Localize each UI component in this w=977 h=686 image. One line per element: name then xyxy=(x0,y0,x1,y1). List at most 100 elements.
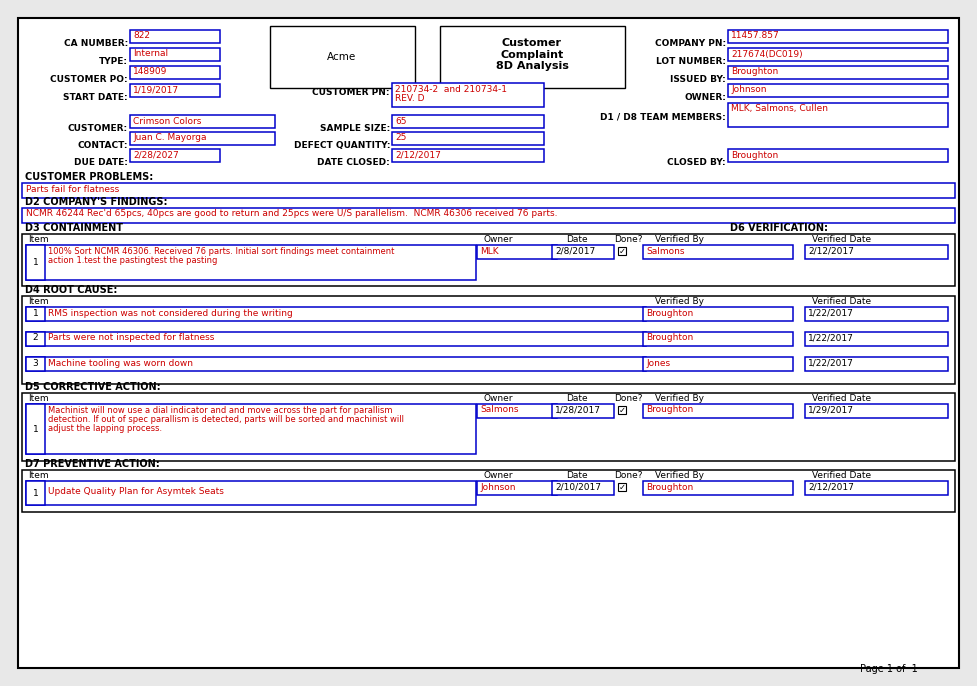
Bar xyxy=(26,481,45,505)
Bar xyxy=(643,404,793,418)
Bar xyxy=(26,357,646,371)
Text: Verified By: Verified By xyxy=(655,394,704,403)
Bar xyxy=(392,149,544,162)
Bar xyxy=(26,245,45,280)
Text: D6 VERIFICATION:: D6 VERIFICATION: xyxy=(730,223,828,233)
Text: 1: 1 xyxy=(32,309,38,318)
Text: 2/12/2017: 2/12/2017 xyxy=(808,246,854,255)
Bar xyxy=(22,208,955,223)
Text: 1: 1 xyxy=(32,258,38,267)
Text: adjust the lapping process.: adjust the lapping process. xyxy=(48,424,162,433)
Text: Juan C. Mayorga: Juan C. Mayorga xyxy=(133,134,206,143)
Text: COMPANY PN:: COMPANY PN: xyxy=(655,39,726,48)
Text: Item: Item xyxy=(28,471,49,480)
Text: D1 / D8 TEAM MEMBERS:: D1 / D8 TEAM MEMBERS: xyxy=(600,112,726,121)
Text: Item: Item xyxy=(28,394,49,403)
Text: 1/22/2017: 1/22/2017 xyxy=(808,309,854,318)
Text: 3: 3 xyxy=(32,359,38,368)
Bar xyxy=(805,245,948,259)
Bar xyxy=(392,83,544,107)
Text: 1/22/2017: 1/22/2017 xyxy=(808,359,854,368)
Bar xyxy=(130,115,275,128)
Text: 1: 1 xyxy=(32,489,38,498)
Bar xyxy=(26,332,45,346)
Text: Salmons: Salmons xyxy=(646,246,685,255)
Bar xyxy=(26,307,646,321)
Text: RMS inspection was not considered during the writing: RMS inspection was not considered during… xyxy=(48,309,293,318)
Bar xyxy=(26,481,476,505)
Text: CUSTOMER PROBLEMS:: CUSTOMER PROBLEMS: xyxy=(25,172,153,182)
Bar xyxy=(552,481,614,495)
Bar xyxy=(22,183,955,198)
Bar xyxy=(728,48,948,61)
Bar xyxy=(728,66,948,79)
Text: Broughton: Broughton xyxy=(646,405,694,414)
Text: START DATE:: START DATE: xyxy=(64,93,128,102)
Text: REV. D: REV. D xyxy=(395,94,424,103)
Bar xyxy=(26,404,45,454)
Text: D5 CORRECTIVE ACTION:: D5 CORRECTIVE ACTION: xyxy=(25,382,160,392)
Text: Broughton: Broughton xyxy=(731,150,779,160)
Bar xyxy=(22,393,955,461)
Bar xyxy=(477,245,557,259)
Text: 1/22/2017: 1/22/2017 xyxy=(808,333,854,342)
Text: 1/28/2017: 1/28/2017 xyxy=(555,405,601,414)
Text: Broughton: Broughton xyxy=(646,309,694,318)
Bar xyxy=(728,30,948,43)
Text: action 1.test the pastingtest the pasting: action 1.test the pastingtest the pastin… xyxy=(48,256,217,265)
Text: 2/8/2017: 2/8/2017 xyxy=(555,246,595,255)
Text: Verified By: Verified By xyxy=(655,235,704,244)
Text: Verified Date: Verified Date xyxy=(812,394,871,403)
Bar xyxy=(26,245,476,280)
Text: Broughton: Broughton xyxy=(646,333,694,342)
Text: Verified Date: Verified Date xyxy=(812,471,871,480)
Text: LOT NUMBER:: LOT NUMBER: xyxy=(656,57,726,66)
Text: SAMPLE SIZE:: SAMPLE SIZE: xyxy=(319,124,390,133)
Text: Parts fail for flatness: Parts fail for flatness xyxy=(26,185,119,193)
Text: Done?: Done? xyxy=(614,471,643,480)
Bar xyxy=(805,332,948,346)
Bar xyxy=(270,26,415,88)
Bar xyxy=(130,66,220,79)
Text: D7 PREVENTIVE ACTION:: D7 PREVENTIVE ACTION: xyxy=(25,459,160,469)
Text: 25: 25 xyxy=(395,134,406,143)
Bar xyxy=(728,103,948,127)
Text: Crimson Colors: Crimson Colors xyxy=(133,117,201,126)
Text: DEFECT QUANTITY:: DEFECT QUANTITY: xyxy=(293,141,390,150)
Bar xyxy=(392,132,544,145)
Text: Verified By: Verified By xyxy=(655,297,704,306)
Text: Item: Item xyxy=(28,235,49,244)
Bar xyxy=(22,234,955,286)
Text: CUSTOMER PO:: CUSTOMER PO: xyxy=(51,75,128,84)
Text: 2: 2 xyxy=(32,333,38,342)
Text: Owner: Owner xyxy=(484,394,514,403)
Text: detection. If out of spec parallism is detected, parts will be sorted and machin: detection. If out of spec parallism is d… xyxy=(48,415,404,424)
Text: Verified Date: Verified Date xyxy=(812,297,871,306)
Bar xyxy=(643,245,793,259)
Bar xyxy=(552,404,614,418)
Text: Johnson: Johnson xyxy=(731,86,767,95)
Text: ✓: ✓ xyxy=(618,482,625,491)
Text: Salmons: Salmons xyxy=(480,405,519,414)
Bar xyxy=(805,404,948,418)
Bar xyxy=(805,357,948,371)
Text: D4 ROOT CAUSE:: D4 ROOT CAUSE: xyxy=(25,285,117,295)
Bar xyxy=(130,48,220,61)
Bar xyxy=(805,307,948,321)
Bar xyxy=(477,404,557,418)
Text: 2/12/2017: 2/12/2017 xyxy=(808,482,854,491)
Bar xyxy=(552,245,614,259)
Text: Update Quality Plan for Asymtek Seats: Update Quality Plan for Asymtek Seats xyxy=(48,487,224,496)
Text: OWNER:: OWNER: xyxy=(684,93,726,102)
Text: 65: 65 xyxy=(395,117,406,126)
Text: ✓: ✓ xyxy=(618,246,625,255)
Text: TYPE:: TYPE: xyxy=(99,57,128,66)
Text: Owner: Owner xyxy=(484,235,514,244)
Bar xyxy=(805,481,948,495)
Text: Customer
Complaint
8D Analysis: Customer Complaint 8D Analysis xyxy=(495,38,569,71)
Bar xyxy=(477,481,557,495)
Text: Owner: Owner xyxy=(484,471,514,480)
Text: ISSUED BY:: ISSUED BY: xyxy=(670,75,726,84)
Text: Done?: Done? xyxy=(614,235,643,244)
Bar xyxy=(130,132,275,145)
